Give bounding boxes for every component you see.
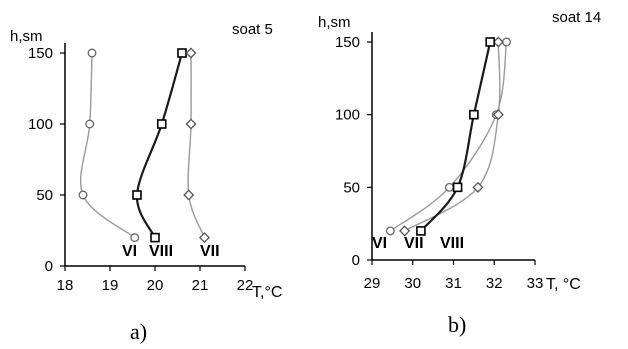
panel-a-annotation: soat 5	[232, 21, 273, 38]
panel-b-plot: 29 30 31 32 33 0 50 100 150	[335, 32, 543, 292]
panel-b: h,sm soat 14 T, °C b) VI VII VIII	[318, 9, 601, 337]
panel-b-series-line-viii	[420, 41, 492, 232]
panel-a-x-tick-label: 19	[102, 277, 119, 294]
panel-b-point-vii	[399, 225, 411, 237]
panel-b-y-tick-label: 50	[343, 179, 360, 196]
panel-a: h,sm soat 5 T,°C a) VI VIII VII	[10, 21, 282, 344]
panel-a-series-line-viii	[135, 52, 184, 239]
panel-a-point-vi	[87, 48, 97, 58]
panel-a-series-label-vi: VI	[122, 243, 137, 260]
panel-a-point-viii	[150, 232, 160, 243]
panel-b-point-vi	[444, 182, 454, 192]
panel-b-point-viii	[485, 37, 495, 47]
panel-b-point-viii	[452, 182, 463, 193]
panel-b-series-label-vii: VII	[404, 235, 424, 252]
panel-b-x-tick-label: 31	[445, 275, 462, 292]
panel-a-series-line-vii	[187, 52, 206, 238]
panel-b-annotation: soat 14	[552, 9, 601, 26]
panel-a-x-tick-label: 21	[192, 277, 209, 294]
panel-a-point-vii	[185, 47, 197, 59]
panel-b-series-label-viii: VIII	[440, 235, 464, 252]
panel-a-point-vi	[85, 119, 95, 129]
panel-a-point-vii	[185, 118, 197, 130]
panel-b-point-viii	[416, 226, 426, 236]
panel-a-point-viii	[156, 119, 167, 129]
panel-b-x-tick-label: 29	[364, 275, 381, 292]
panel-a-y-tick-label: 150	[28, 45, 53, 62]
panel-a-y-tick-label: 0	[45, 258, 53, 275]
panel-b-y-tick-label: 100	[335, 107, 360, 124]
panel-b-caption: b)	[448, 312, 466, 337]
panel-b-point-vii	[492, 36, 504, 48]
panel-a-series-label-vii: VII	[200, 243, 220, 260]
panel-b-point-vii	[492, 109, 504, 121]
panel-a-point-viii	[132, 190, 142, 200]
panel-a-x-tick-label: 22	[237, 277, 254, 294]
panel-a-caption: a)	[130, 319, 147, 344]
panel-a-xlabel: T,°C	[252, 284, 282, 301]
panel-b-xlabel: T, °C	[546, 276, 581, 293]
panel-a-plot: 18 19 20 21 22 0 50 100 150	[28, 43, 253, 294]
panel-b-point-vii	[472, 181, 484, 193]
panel-a-point-vii	[183, 189, 195, 201]
panel-a-point-vii	[198, 232, 211, 244]
panel-b-x-tick-label: 30	[404, 275, 421, 292]
panel-a-series-label-viii: VIII	[149, 243, 173, 260]
panel-b-ylabel: h,sm	[318, 14, 351, 31]
panel-b-y-tick-label: 150	[335, 34, 360, 51]
panel-b-x-tick-label: 32	[486, 275, 503, 292]
panel-a-ylabel: h,sm	[10, 28, 43, 45]
panel-b-series-line-vi	[389, 41, 508, 232]
panel-b-point-viii	[469, 109, 479, 120]
panel-a-y-tick-label: 50	[36, 187, 53, 204]
panel-a-point-vi	[130, 233, 140, 243]
panel-a-x-tick-label: 20	[147, 277, 164, 294]
panel-a-point-vi	[78, 190, 88, 200]
panel-a-y-tick-label: 100	[28, 116, 53, 133]
panel-a-point-viii	[177, 48, 187, 58]
panel-a-series-line-vi	[79, 52, 136, 239]
panel-b-x-tick-label: 33	[527, 275, 544, 292]
panel-b-series-label-vi: VI	[372, 235, 387, 252]
panel-b-y-tick-label: 0	[352, 252, 360, 269]
panel-b-point-vi	[385, 226, 395, 236]
panel-a-x-tick-label: 18	[57, 277, 74, 294]
